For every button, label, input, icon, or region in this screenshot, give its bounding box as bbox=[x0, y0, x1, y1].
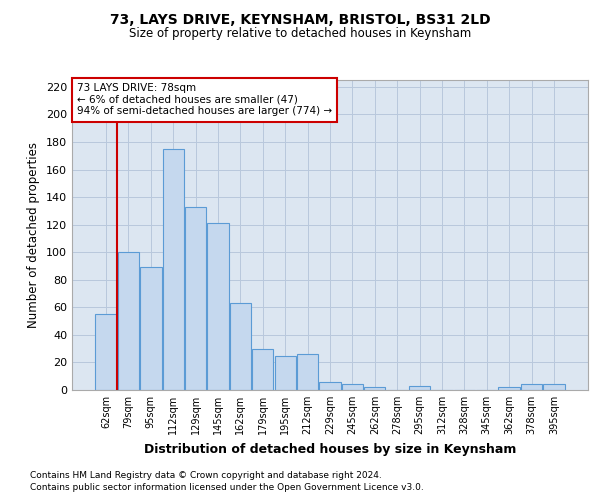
Bar bbox=[521, 384, 542, 390]
Text: Size of property relative to detached houses in Keynsham: Size of property relative to detached ho… bbox=[129, 28, 471, 40]
Bar bbox=[140, 268, 161, 390]
Bar bbox=[342, 384, 363, 390]
Text: Distribution of detached houses by size in Keynsham: Distribution of detached houses by size … bbox=[144, 442, 516, 456]
Bar bbox=[185, 207, 206, 390]
Bar bbox=[543, 384, 565, 390]
Text: 73, LAYS DRIVE, KEYNSHAM, BRISTOL, BS31 2LD: 73, LAYS DRIVE, KEYNSHAM, BRISTOL, BS31 … bbox=[110, 12, 490, 26]
Bar bbox=[163, 149, 184, 390]
Bar bbox=[95, 314, 117, 390]
Bar bbox=[275, 356, 296, 390]
Bar bbox=[118, 252, 139, 390]
Bar bbox=[208, 224, 229, 390]
Bar bbox=[499, 387, 520, 390]
Bar bbox=[252, 348, 274, 390]
Text: Contains public sector information licensed under the Open Government Licence v3: Contains public sector information licen… bbox=[30, 484, 424, 492]
Bar bbox=[297, 354, 318, 390]
Bar bbox=[364, 387, 385, 390]
Text: Contains HM Land Registry data © Crown copyright and database right 2024.: Contains HM Land Registry data © Crown c… bbox=[30, 471, 382, 480]
Bar bbox=[319, 382, 341, 390]
Y-axis label: Number of detached properties: Number of detached properties bbox=[28, 142, 40, 328]
Bar bbox=[409, 386, 430, 390]
Text: 73 LAYS DRIVE: 78sqm
← 6% of detached houses are smaller (47)
94% of semi-detach: 73 LAYS DRIVE: 78sqm ← 6% of detached ho… bbox=[77, 83, 332, 116]
Bar bbox=[230, 303, 251, 390]
